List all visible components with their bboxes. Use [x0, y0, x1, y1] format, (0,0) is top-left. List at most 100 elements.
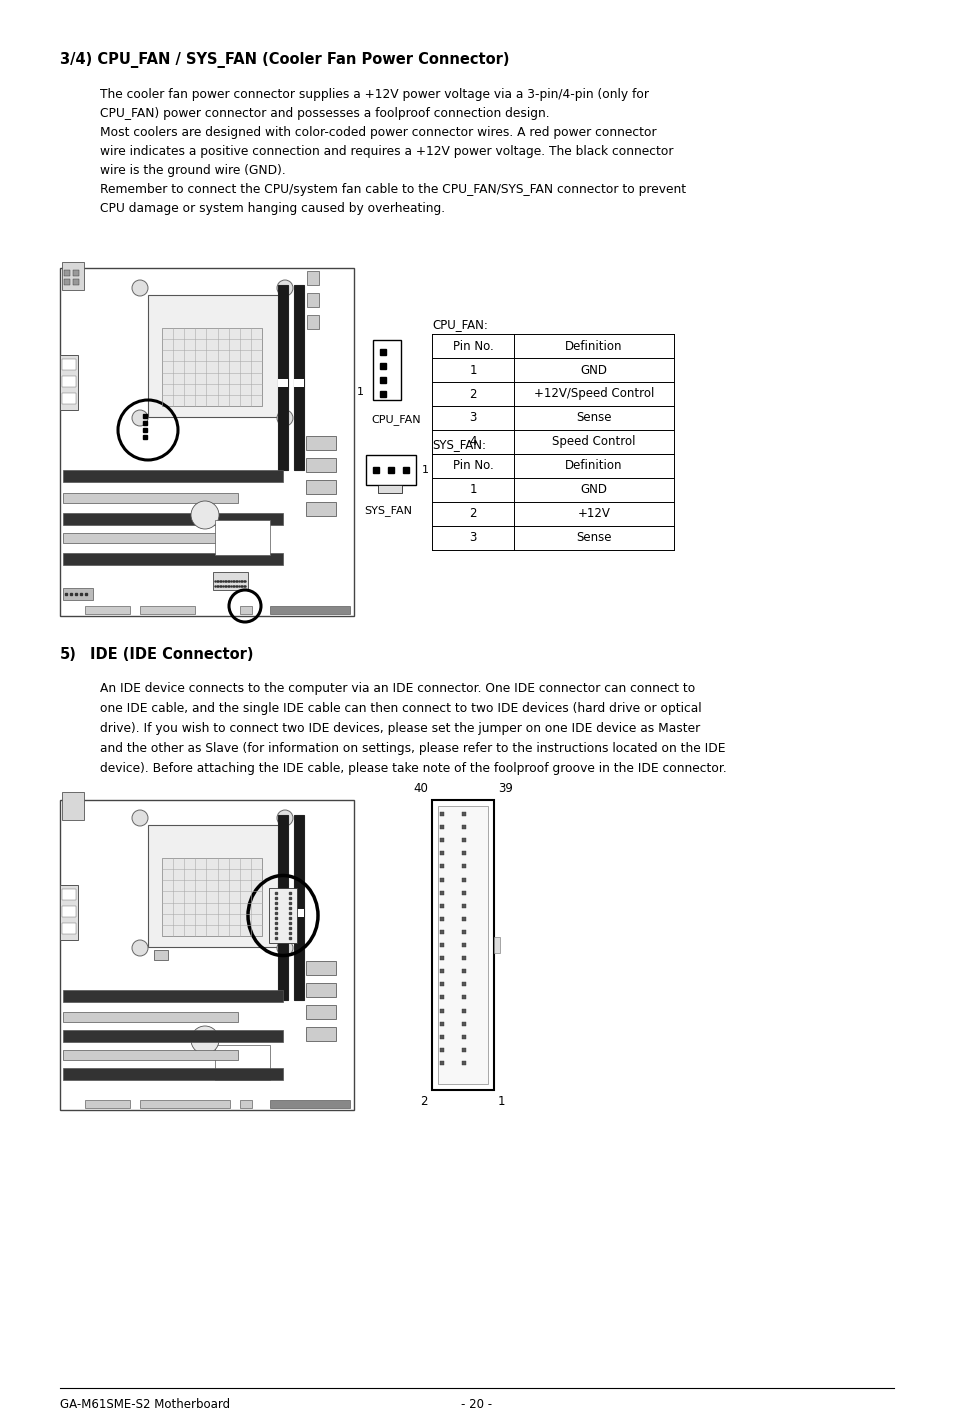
Text: wire indicates a positive connection and requires a +12V power voltage. The blac: wire indicates a positive connection and…: [100, 145, 673, 157]
Bar: [62, 359, 76, 370]
Text: An IDE device connects to the computer via an IDE connector. One IDE connector c: An IDE device connects to the computer v…: [100, 682, 695, 695]
Bar: [63, 553, 283, 564]
Bar: [277, 815, 288, 1000]
Bar: [306, 481, 335, 493]
Text: Sense: Sense: [576, 411, 611, 424]
Bar: [73, 269, 79, 277]
Bar: [140, 605, 194, 614]
Bar: [60, 268, 354, 615]
Text: 4: 4: [469, 435, 476, 448]
Bar: [306, 502, 335, 516]
Text: Pin No.: Pin No.: [452, 339, 493, 353]
Text: 3: 3: [469, 532, 476, 545]
Bar: [63, 533, 237, 543]
Text: SYS_FAN:: SYS_FAN:: [432, 438, 485, 451]
Bar: [294, 815, 304, 1000]
Bar: [73, 279, 79, 285]
Bar: [63, 1012, 237, 1022]
Text: - 20 -: - 20 -: [461, 1398, 492, 1411]
Bar: [307, 294, 318, 308]
Bar: [62, 262, 84, 291]
Bar: [63, 513, 283, 525]
Bar: [306, 435, 335, 450]
Bar: [306, 458, 335, 472]
Bar: [377, 485, 401, 493]
Text: 3: 3: [469, 411, 476, 424]
Bar: [240, 1100, 252, 1107]
Circle shape: [191, 1027, 219, 1054]
Bar: [240, 605, 252, 614]
Bar: [62, 923, 76, 934]
Bar: [62, 393, 76, 404]
Text: CPU_FAN) power connector and possesses a foolproof connection design.: CPU_FAN) power connector and possesses a…: [100, 106, 549, 121]
Bar: [64, 279, 70, 285]
Bar: [277, 909, 288, 917]
Circle shape: [191, 501, 219, 529]
Text: 1: 1: [421, 465, 429, 475]
Text: 3/4) CPU_FAN / SYS_FAN (Cooler Fan Power Connector): 3/4) CPU_FAN / SYS_FAN (Cooler Fan Power…: [60, 52, 509, 68]
Text: CPU_FAN: CPU_FAN: [371, 414, 420, 425]
Text: drive). If you wish to connect two IDE devices, please set the jumper on one IDE: drive). If you wish to connect two IDE d…: [100, 722, 700, 735]
Text: 2: 2: [469, 508, 476, 520]
Text: GA-M61SME-S2 Motherboard: GA-M61SME-S2 Motherboard: [60, 1398, 230, 1411]
Bar: [63, 493, 237, 503]
Text: 40: 40: [413, 781, 428, 795]
Text: CPU damage or system hanging caused by overheating.: CPU damage or system hanging caused by o…: [100, 201, 445, 216]
Bar: [294, 285, 304, 469]
Text: Definition: Definition: [565, 459, 622, 472]
Bar: [269, 888, 296, 943]
Text: 1: 1: [356, 387, 364, 397]
Text: +12V/Speed Control: +12V/Speed Control: [534, 387, 654, 400]
Text: Sense: Sense: [576, 532, 611, 545]
Text: 5): 5): [60, 647, 77, 662]
Text: 1: 1: [469, 484, 476, 496]
Text: Most coolers are designed with color-coded power connector wires. A red power co: Most coolers are designed with color-cod…: [100, 126, 656, 139]
Text: The cooler fan power connector supplies a +12V power voltage via a 3-pin/4-pin (: The cooler fan power connector supplies …: [100, 88, 648, 101]
Bar: [62, 906, 76, 917]
Circle shape: [276, 940, 293, 956]
Text: 1: 1: [469, 363, 476, 377]
Text: 2: 2: [420, 1095, 428, 1107]
Text: one IDE cable, and the single IDE cable can then connect to two IDE devices (har: one IDE cable, and the single IDE cable …: [100, 702, 700, 715]
Text: wire is the ground wire (GND).: wire is the ground wire (GND).: [100, 164, 286, 177]
Text: 1: 1: [497, 1095, 505, 1107]
Bar: [62, 793, 84, 820]
Bar: [306, 983, 335, 997]
Text: SYS_FAN: SYS_FAN: [364, 505, 412, 516]
Bar: [62, 376, 76, 387]
Bar: [148, 825, 283, 947]
Bar: [60, 885, 78, 940]
Circle shape: [276, 410, 293, 425]
Bar: [306, 1027, 335, 1041]
Bar: [270, 605, 350, 614]
Text: CPU_FAN:: CPU_FAN:: [432, 318, 487, 330]
Bar: [62, 889, 76, 900]
Text: Speed Control: Speed Control: [552, 435, 635, 448]
Bar: [162, 858, 262, 936]
Bar: [63, 1068, 283, 1081]
Text: Remember to connect the CPU/system fan cable to the CPU_FAN/SYS_FAN connector to: Remember to connect the CPU/system fan c…: [100, 183, 685, 196]
Text: +12V: +12V: [577, 508, 610, 520]
Bar: [277, 379, 288, 387]
Text: Definition: Definition: [565, 339, 622, 353]
Bar: [148, 295, 283, 417]
Bar: [306, 961, 335, 976]
Text: device). Before attaching the IDE cable, please take note of the foolproof groov: device). Before attaching the IDE cable,…: [100, 761, 726, 776]
Circle shape: [132, 410, 148, 425]
Bar: [85, 605, 130, 614]
Bar: [140, 1100, 230, 1107]
Bar: [63, 469, 283, 482]
Text: and the other as Slave (for information on settings, please refer to the instruc: and the other as Slave (for information …: [100, 742, 724, 754]
Text: Pin No.: Pin No.: [452, 459, 493, 472]
Circle shape: [132, 940, 148, 956]
Bar: [214, 1045, 270, 1081]
Bar: [307, 315, 318, 329]
Text: GND: GND: [579, 363, 607, 377]
Bar: [494, 937, 499, 953]
Bar: [63, 588, 92, 600]
Bar: [153, 950, 168, 960]
Bar: [60, 354, 78, 410]
Bar: [307, 271, 318, 285]
Bar: [277, 285, 288, 469]
Bar: [294, 379, 304, 387]
